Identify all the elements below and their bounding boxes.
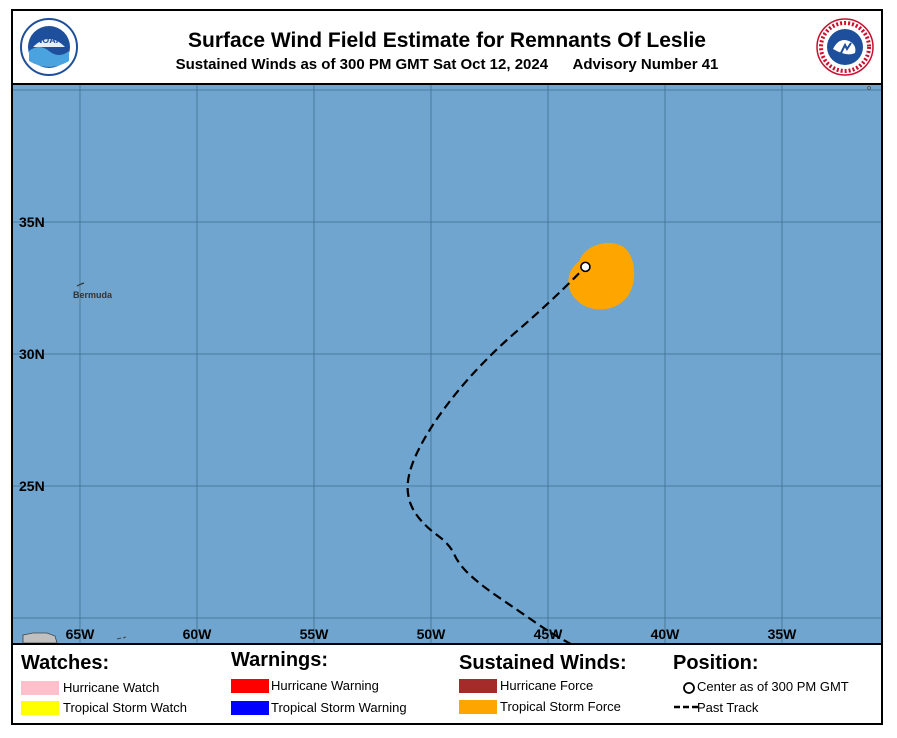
past-track-icon [674,705,698,709]
latitude-label: 30N [19,346,45,362]
longitude-label: 40W [651,626,681,642]
past-track-line [406,266,587,643]
land-features: Bermuda [22,86,871,643]
tropical-storm-warning-label: Tropical Storm Warning [271,700,407,715]
tropical-storm-force-wind-field [568,242,635,310]
virgin-islands [116,636,127,640]
longitude-label: 65W [66,626,96,642]
warnings-heading: Warnings: [231,649,329,671]
watches-heading: Watches: [21,652,110,674]
center-marker-icon [683,682,695,694]
wind-field-map: Bermuda 35N 30N 25N 65W 60W 55W 50W 45W 40W 35W [13,83,881,645]
hurricane-force-swatch [459,679,497,693]
map-canvas: Bermuda 35N 30N 25N 65W 60W 55W 50W 45W 40W 35W [13,85,881,643]
map-corner-marker [867,86,871,90]
bermuda-label: Bermuda [73,290,113,300]
tropical-storm-watch-label: Tropical Storm Watch [63,700,188,715]
hurricane-warning-swatch [231,679,269,693]
hurricane-watch-swatch [21,681,59,695]
ocean [13,85,881,643]
tropical-storm-force-swatch [459,700,497,714]
puerto-rico-island [22,632,58,643]
longitude-label: 50W [417,626,447,642]
advisory-number: Advisory Number 41 [572,56,719,73]
longitude-label: 55W [300,626,330,642]
hurricane-watch-label: Hurricane Watch [63,680,160,695]
tropical-storm-watch-swatch [21,701,59,715]
latitude-label: 35N [19,214,45,230]
noaa-logo-icon: NOAA [20,18,78,76]
map-subtitle: Sustained Winds as of 300 PM GMT Sat Oct… [13,56,881,73]
lat-lon-grid [13,85,881,643]
product-frame: NOAA Surface Wind Field Estimate for Rem… [11,9,883,725]
longitude-label: 45W [534,626,564,642]
longitude-label: 35W [768,626,798,642]
storm-center-marker [580,261,591,273]
tropical-storm-warning-swatch [231,701,269,715]
grid-labels: 35N 30N 25N 65W 60W 55W 50W 45W 40W 35W [19,214,797,642]
legend: Watches: Hurricane Watch Tropical Storm … [13,645,881,725]
hurricane-warning-label: Hurricane Warning [271,678,379,693]
map-title: Surface Wind Field Estimate for Remnants… [188,29,706,52]
past-track-label: Past Track [697,700,759,715]
advisory-time: Sustained Winds as of 300 PM GMT Sat Oct… [175,56,549,73]
center-position-label: Center as of 300 PM GMT [697,679,849,694]
position-heading: Position: [673,652,759,674]
bermuda-island [76,282,85,287]
svg-text:NOAA: NOAA [36,35,63,45]
latitude-label: 25N [19,478,45,494]
sustained-winds-heading: Sustained Winds: [459,652,627,674]
header: NOAA Surface Wind Field Estimate for Rem… [13,11,881,83]
nws-logo-icon [816,18,874,76]
tropical-storm-force-label: Tropical Storm Force [500,699,621,714]
hurricane-force-label: Hurricane Force [500,678,594,693]
longitude-label: 60W [183,626,213,642]
